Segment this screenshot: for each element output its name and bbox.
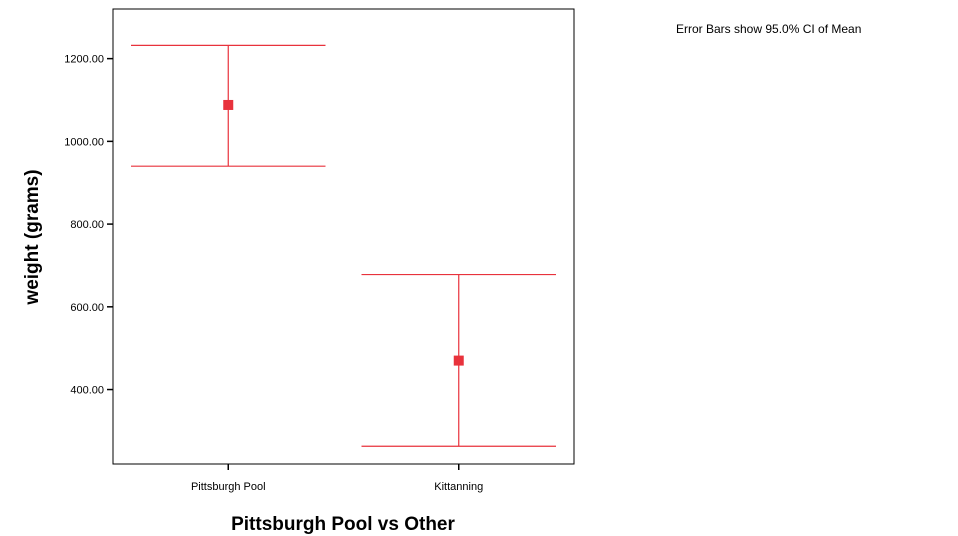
y-axis: 400.00 600.00 800.00 1000.00 1200.00 — [64, 54, 113, 397]
x-axis-title: Pittsburgh Pool vs Other — [231, 514, 455, 535]
plot-frame — [112, 8, 575, 465]
y-tick-label: 600.00 — [70, 302, 104, 314]
y-tick-label: 800.00 — [70, 219, 104, 231]
y-axis-title: weight (grams) — [22, 169, 43, 305]
x-axis: Pittsburgh Pool Kittanning — [191, 464, 483, 493]
x-tick-label: Pittsburgh Pool — [191, 481, 266, 493]
y-tick-label: 400.00 — [70, 385, 104, 397]
mean-marker — [453, 355, 464, 366]
error-bar-note: Error Bars show 95.0% CI of Mean — [676, 22, 862, 36]
error-bars — [131, 44, 556, 447]
x-tick-label: Kittanning — [434, 481, 483, 493]
mean-marker — [223, 99, 234, 110]
y-tick-label: 1200.00 — [64, 54, 104, 66]
y-tick-label: 1000.00 — [64, 136, 104, 148]
